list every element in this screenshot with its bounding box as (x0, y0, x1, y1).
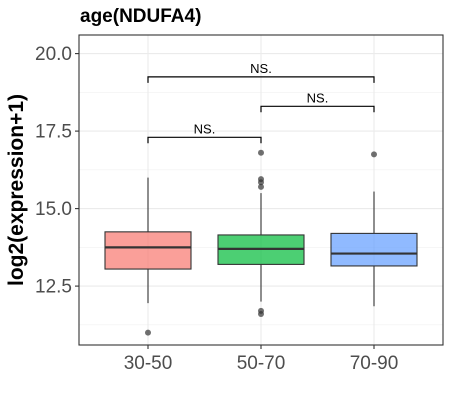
plot-area: NS. NS. NS. 12.5 15.0 17.5 20.0 30-50 50-70 70-90 (35, 35, 443, 374)
y-tick-label: 12.5 (35, 277, 72, 298)
outlier-point (258, 184, 264, 190)
outlier-point (371, 151, 377, 157)
significance-label: NS. (307, 90, 329, 105)
x-tick-label: 30-50 (124, 353, 173, 374)
significance-bracket (261, 106, 374, 112)
y-tick-label: 20.0 (35, 44, 72, 65)
chart-title: age(NDUFA4) (80, 6, 201, 27)
box-30-50 (105, 232, 191, 269)
outlier-point (258, 311, 264, 317)
outlier-point (145, 330, 151, 336)
x-tick-label: 70-90 (350, 353, 399, 374)
significance-label: NS. (194, 121, 216, 136)
y-tick-label: 15.0 (35, 199, 72, 220)
significance-bracket (148, 137, 261, 143)
x-tick-label: 50-70 (237, 353, 286, 374)
y-axis-label: log2(expression+1) (5, 94, 28, 286)
significance-label: NS. (250, 61, 272, 76)
y-tick-label: 17.5 (35, 122, 72, 143)
box-70-90 (331, 233, 417, 266)
outlier-point (258, 150, 264, 156)
